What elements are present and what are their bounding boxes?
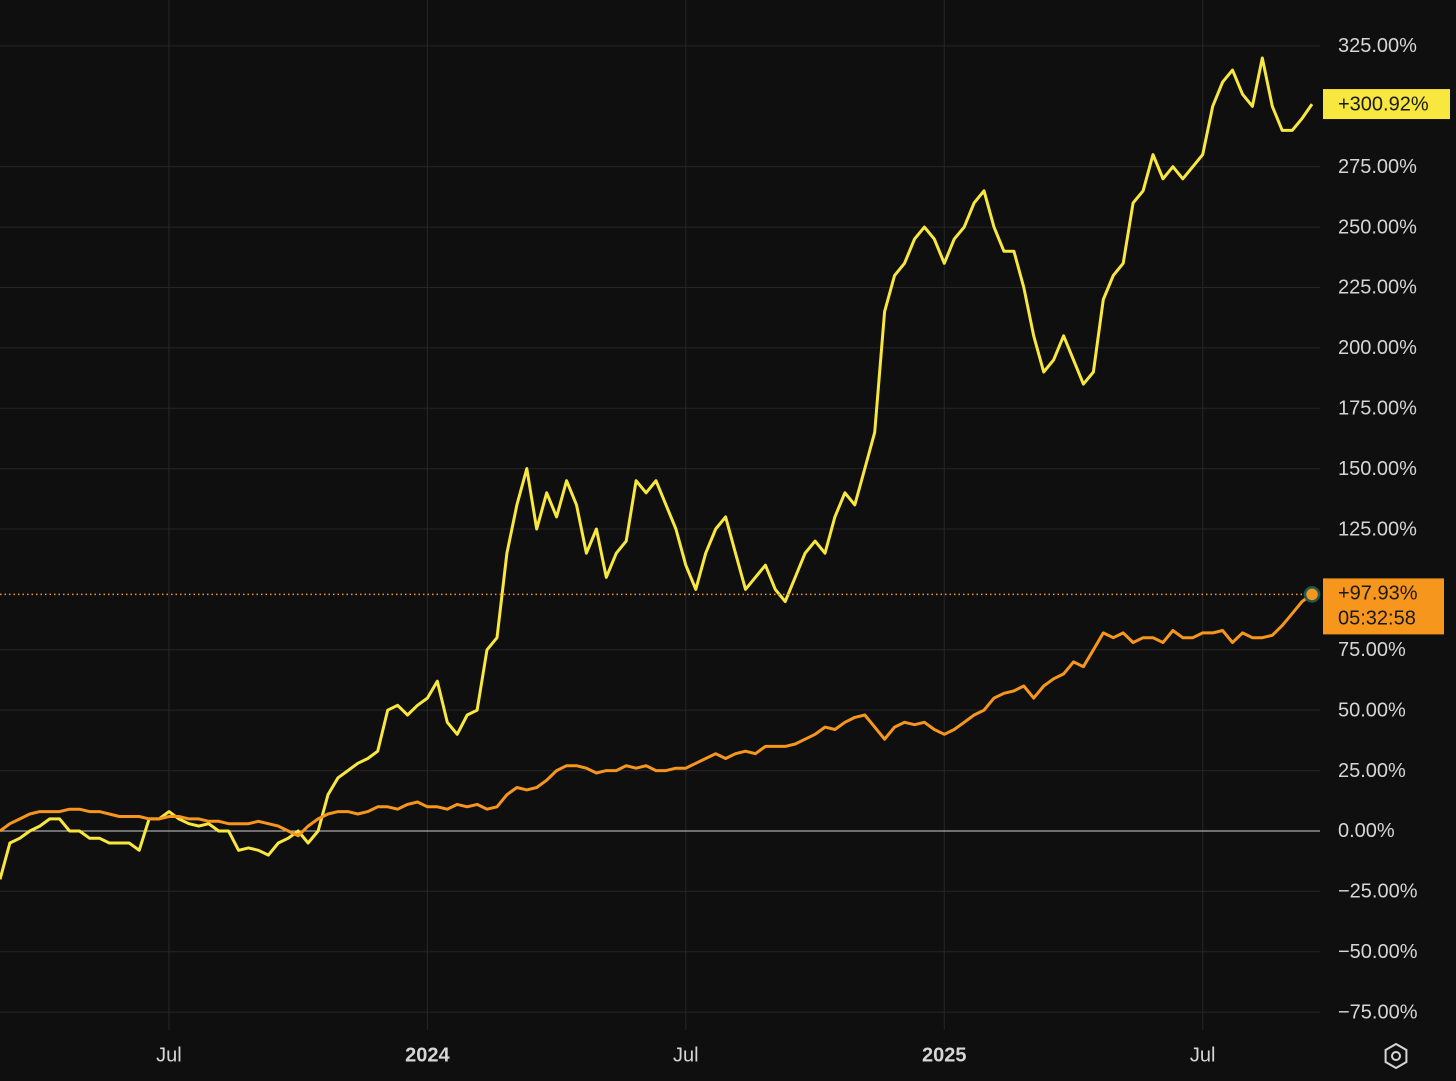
y-tick-label: −75.00% xyxy=(1338,1001,1418,1023)
countdown-label: 05:32:58 xyxy=(1338,608,1416,630)
x-tick-label: Jul xyxy=(673,1044,699,1066)
y-tick-label: 275.00% xyxy=(1338,156,1417,178)
settings-icon[interactable] xyxy=(1384,1042,1408,1070)
y-tick-label: 175.00% xyxy=(1338,398,1417,420)
y-tick-label: −25.00% xyxy=(1338,881,1418,903)
value-label-box xyxy=(1323,89,1450,120)
series-line xyxy=(0,56,1314,880)
lines xyxy=(0,56,1321,880)
settings-hexagon xyxy=(1384,1042,1408,1070)
y-tick-label: 0.00% xyxy=(1338,820,1395,842)
x-tick-label: Jul xyxy=(1190,1044,1216,1066)
value-label: +97.93% xyxy=(1338,583,1418,605)
y-tick-label: 125.00% xyxy=(1338,518,1417,540)
last-point xyxy=(1303,586,1321,603)
value-label: +300.92% xyxy=(1338,93,1429,115)
labels: 325.00% 275.00% 250.00% 225.00% 200.00% 175.0… xyxy=(156,35,1450,1066)
settings-dot xyxy=(1391,1051,1401,1061)
x-tick-label: Jul xyxy=(156,1044,182,1066)
y-tick-label: 50.00% xyxy=(1338,699,1406,721)
y-tick-label: 75.00% xyxy=(1338,639,1406,661)
y-tick-label: 225.00% xyxy=(1338,277,1417,299)
y-tick-label: 250.00% xyxy=(1338,216,1417,238)
series-line xyxy=(0,593,1313,838)
x-tick-label: 2024 xyxy=(405,1044,450,1066)
y-tick-label: 325.00% xyxy=(1338,35,1417,57)
y-tick-label: 150.00% xyxy=(1338,458,1417,480)
y-tick-label: 200.00% xyxy=(1338,337,1417,359)
x-tick-label: 2025 xyxy=(922,1044,967,1066)
value-label-box xyxy=(1323,578,1444,635)
y-tick-label: 25.00% xyxy=(1338,760,1406,782)
y-tick-label: −50.00% xyxy=(1338,941,1418,963)
